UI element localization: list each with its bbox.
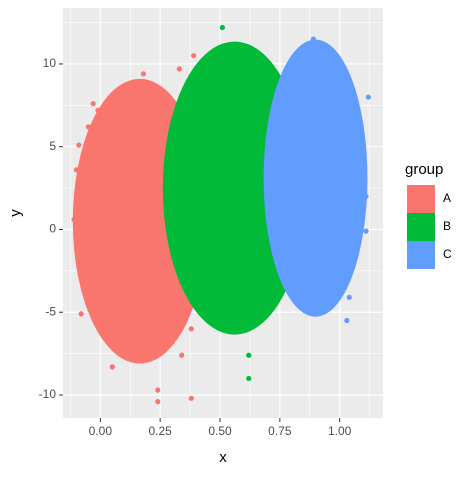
point — [155, 399, 161, 405]
ellipse — [263, 39, 368, 317]
point — [365, 94, 372, 100]
point — [176, 66, 182, 72]
legend-key — [407, 213, 435, 241]
point — [155, 387, 161, 393]
point — [73, 167, 80, 173]
point — [344, 317, 350, 324]
point — [188, 326, 194, 332]
point — [246, 375, 252, 382]
legend-label: B — [443, 219, 451, 233]
x-tick-label: 1.00 — [328, 424, 352, 438]
point — [349, 86, 355, 92]
point — [76, 142, 82, 148]
legend-key — [407, 185, 435, 213]
legend: ABC — [407, 185, 452, 269]
x-tick-label: 0.00 — [89, 424, 113, 438]
y-tick-label: 5 — [49, 139, 56, 153]
y-tick-label: -10 — [39, 387, 57, 401]
legend-label: C — [443, 247, 452, 261]
point — [219, 24, 226, 31]
x-tick-label: 0.75 — [268, 424, 292, 438]
legend-title: group — [405, 161, 443, 178]
y-axis-title: y — [7, 209, 24, 217]
point — [104, 106, 111, 112]
point — [109, 364, 115, 370]
y-tick-label: 10 — [43, 56, 57, 70]
point — [363, 228, 369, 234]
point — [310, 36, 316, 42]
point — [71, 216, 77, 223]
point — [346, 294, 352, 300]
point — [246, 352, 252, 358]
point — [78, 311, 84, 317]
point — [363, 193, 369, 199]
point — [90, 101, 96, 107]
axes: 0.00 0.25 0.50 0.75 1.00 -10 -5 0 5 10 — [39, 56, 352, 438]
x-tick-label: 0.25 — [148, 424, 172, 438]
x-tick-label: 0.50 — [208, 424, 232, 438]
y-tick-label: -5 — [45, 304, 56, 318]
x-axis-title: x — [219, 449, 227, 466]
point — [191, 53, 197, 59]
point — [95, 107, 101, 113]
point — [76, 175, 82, 181]
point — [179, 352, 185, 358]
point — [140, 71, 147, 77]
point — [188, 395, 194, 401]
marks — [71, 24, 372, 405]
y-tick-label: 0 — [49, 222, 56, 236]
point — [85, 124, 91, 130]
legend-label: A — [443, 191, 451, 205]
legend-key — [407, 241, 435, 269]
